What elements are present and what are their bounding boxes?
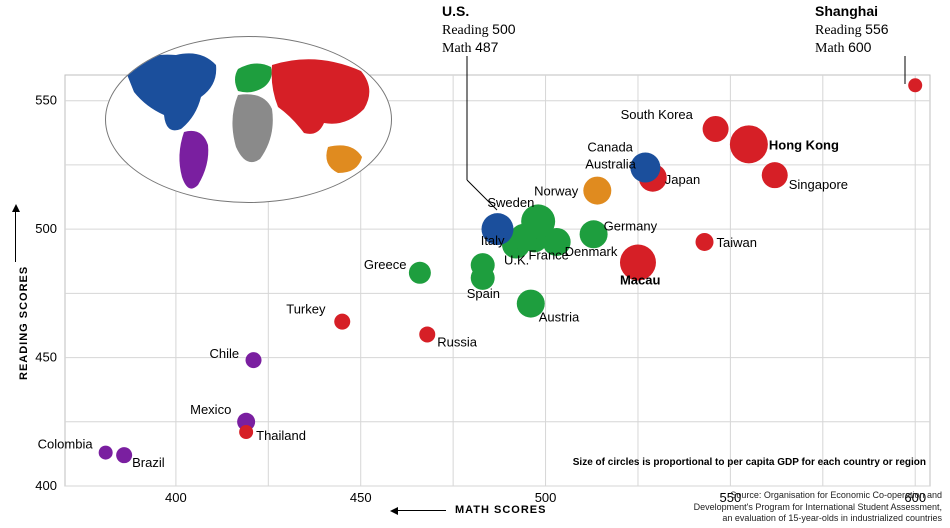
data-bubble (334, 314, 350, 330)
continent-sa (179, 131, 208, 189)
y-tick-label: 400 (35, 478, 57, 493)
data-bubble (696, 233, 714, 251)
bubble-label: Australia (585, 157, 636, 172)
bubble-label: South Korea (621, 107, 694, 122)
bubble-label: Germany (604, 218, 658, 233)
bubble-label: Macau (620, 273, 661, 288)
bubble-label: U.K. (504, 253, 529, 268)
bubble-label: Denmark (565, 244, 618, 259)
bubble-label: Norway (534, 183, 579, 198)
bubble-label: Sweden (487, 195, 534, 210)
source-attribution: Source: Organisation for Economic Co-ope… (694, 490, 942, 524)
bubble-label: France (528, 247, 568, 262)
data-bubble (246, 352, 262, 368)
bubble-label: Singapore (789, 177, 848, 192)
continent-eu (235, 63, 272, 92)
callout-reading: Reading 500 (442, 21, 516, 40)
data-bubble (99, 446, 113, 460)
bubble-label: Austria (539, 310, 580, 325)
data-bubble (583, 177, 611, 205)
data-bubble (762, 162, 788, 188)
bubble-label: Mexico (190, 402, 231, 417)
continent-asia (272, 59, 370, 134)
y-axis-arrow-head (12, 204, 20, 212)
data-bubble (409, 262, 431, 284)
source-line: Source: Organisation for Economic Co-ope… (694, 490, 942, 501)
bubble-label: Thailand (256, 428, 306, 443)
bubble-label: Chile (210, 346, 240, 361)
bubble-label: Turkey (286, 302, 326, 317)
data-bubble (239, 425, 253, 439)
callout-name: U.S. (442, 3, 516, 21)
bubble-label: Canada (587, 139, 633, 154)
callout-name: Shanghai (815, 3, 889, 21)
y-tick-label: 500 (35, 221, 57, 236)
y-tick-label: 450 (35, 350, 57, 365)
gdp-size-note: Size of circles is proportional to per c… (573, 457, 926, 468)
data-bubble (419, 326, 435, 342)
bubble-label: Italy (481, 233, 505, 248)
x-axis-arrow-line (398, 510, 446, 511)
y-axis-arrow-line (15, 210, 16, 262)
x-tick-label: 400 (165, 490, 187, 505)
bubble-label: Taiwan (717, 235, 757, 250)
data-bubble (510, 224, 536, 250)
callout-reading: Reading 556 (815, 21, 889, 40)
x-axis-title: MATH SCORES (455, 504, 546, 516)
callout-math: Math 600 (815, 39, 889, 58)
data-bubble (703, 116, 729, 142)
y-tick-label: 550 (35, 93, 57, 108)
continent-aus (326, 145, 362, 173)
x-axis-arrow-head (390, 507, 398, 515)
callout-math: Math 487 (442, 39, 516, 58)
source-line: Development's Program for International … (694, 502, 942, 513)
data-bubble (730, 125, 768, 163)
source-line: an evaluation of 15-year-olds in industr… (694, 513, 942, 524)
bubble-label: Brazil (132, 455, 165, 470)
bubble-label: Japan (665, 172, 700, 187)
continent-africa (232, 94, 272, 162)
x-tick-label: 500 (535, 490, 557, 505)
bubble-label: Greece (364, 257, 407, 272)
y-axis-title: READING SCORES (18, 266, 30, 380)
pisa-scatter-chart: 400450500550600400450500550Hong KongSing… (0, 0, 950, 528)
world-map-inset (105, 36, 392, 203)
data-bubble (908, 78, 922, 92)
callout-u-s-: U.S.Reading 500Math 487 (442, 3, 516, 58)
bubble-label: Russia (437, 334, 478, 349)
bubble-label: Hong Kong (769, 137, 839, 152)
bubble-label: Spain (467, 286, 500, 301)
x-tick-label: 450 (350, 490, 372, 505)
data-bubble (116, 447, 132, 463)
callout-shanghai: ShanghaiReading 556Math 600 (815, 3, 889, 58)
bubble-label: Colombia (38, 437, 94, 452)
